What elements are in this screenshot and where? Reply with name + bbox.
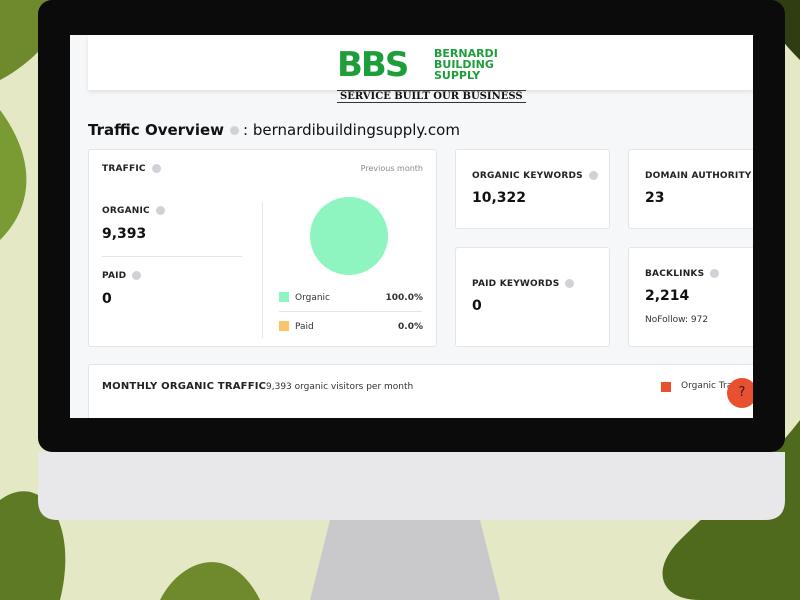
company-line: BERNARDI bbox=[434, 47, 498, 60]
screen: BBS BERNARDI BUILDING SUPPLY SERVICE BUI… bbox=[70, 35, 753, 418]
label: BACKLINKS bbox=[645, 269, 705, 279]
metric-card: DOMAIN AUTHORITY 23 bbox=[628, 149, 753, 229]
value: 10,322 bbox=[472, 190, 527, 206]
legend-share: 100.0% bbox=[385, 293, 424, 303]
metric-card: ORGANIC KEYWORDS 10,322 bbox=[455, 149, 610, 229]
label: DOMAIN AUTHORITY bbox=[645, 171, 752, 181]
metric-card: BACKLINKS 2,214 NoFollow: 972 bbox=[628, 247, 753, 347]
overview-title: Traffic Overview: bernardibuildingsupply… bbox=[88, 121, 460, 139]
logo: BBS bbox=[337, 45, 409, 85]
period: Previous month bbox=[360, 164, 423, 173]
help-button[interactable]: ? bbox=[727, 378, 753, 408]
traffic-card: TRAFFIC Previous month ORGANIC 9,393 PAI… bbox=[88, 149, 437, 347]
company-line: BUILDING bbox=[434, 58, 494, 71]
label: MONTHLY ORGANIC TRAFFIC bbox=[102, 381, 267, 392]
legend-name: Paid bbox=[295, 322, 314, 332]
separator: : bbox=[243, 121, 249, 139]
label: ORGANIC KEYWORDS bbox=[472, 171, 583, 181]
value: 0 bbox=[102, 291, 112, 307]
label: ORGANIC bbox=[102, 206, 150, 216]
pie-chart bbox=[310, 197, 388, 275]
note: NoFollow: 972 bbox=[645, 315, 709, 325]
value: 2,214 bbox=[645, 288, 690, 304]
domain: bernardibuildingsupply.com bbox=[252, 121, 460, 139]
label: TRAFFIC bbox=[102, 164, 146, 174]
value: 9,393 bbox=[102, 226, 147, 242]
title: Traffic Overview bbox=[88, 121, 224, 139]
label: PAID bbox=[102, 271, 127, 281]
legend-name: Organic Traf bbox=[681, 381, 736, 391]
value: 23 bbox=[645, 190, 665, 206]
legend-share: 0.0% bbox=[398, 322, 423, 332]
metric-card: PAID KEYWORDS 0 bbox=[455, 247, 610, 347]
label: PAID KEYWORDS bbox=[472, 279, 560, 289]
tagline: SERVICE BUILT OUR BUSINESS bbox=[337, 90, 526, 103]
legend-name: Organic bbox=[295, 293, 331, 303]
company-name: BERNARDI BUILDING SUPPLY bbox=[434, 48, 498, 81]
company-line: SUPPLY bbox=[434, 69, 481, 82]
monthly-card: MONTHLY ORGANIC TRAFFIC 9,393 organic vi… bbox=[88, 364, 753, 418]
summary: 9,393 organic visitors per month bbox=[266, 382, 414, 392]
value: 0 bbox=[472, 298, 482, 314]
header-bar bbox=[88, 35, 753, 90]
